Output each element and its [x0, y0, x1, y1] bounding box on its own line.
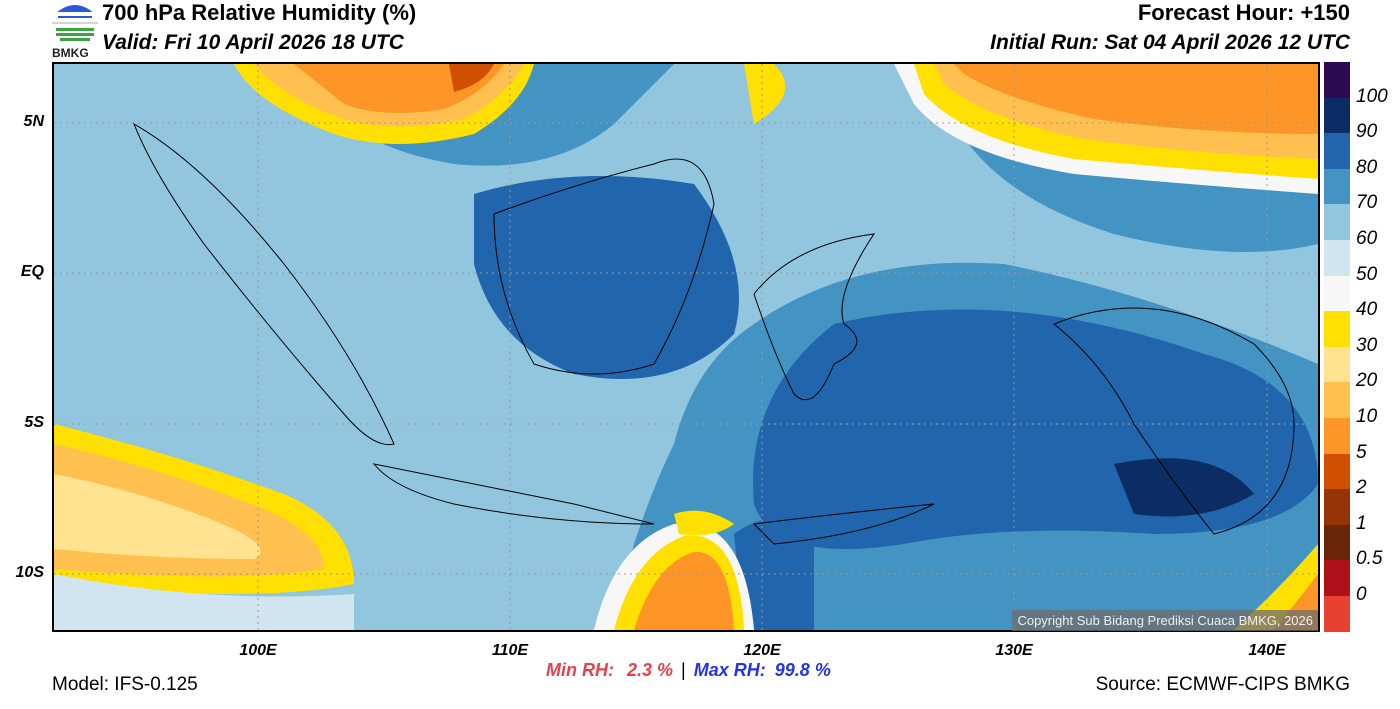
humidity-map — [52, 62, 1320, 632]
colorbar-segment — [1324, 97, 1350, 134]
lat-label-eq: EQ — [20, 263, 44, 280]
colorbar-segment — [1324, 239, 1350, 276]
min-max-rh: Min RH: 2.3 % | Max RH: 99.8 % — [546, 660, 831, 681]
logo-text: BMKG — [52, 46, 89, 60]
colorbar-segment — [1324, 275, 1350, 312]
colorbar-label: 1 — [1356, 512, 1367, 534]
min-rh-value: 2.3 % — [627, 660, 674, 680]
colorbar-segment — [1324, 524, 1350, 561]
lon-label-140e: 140E — [1248, 642, 1286, 659]
colorbar-segment — [1324, 595, 1350, 632]
bmkg-logo: BMKG — [50, 0, 100, 62]
initial-run: Initial Run: Sat 04 April 2026 12 UTC — [990, 31, 1350, 54]
separator: | — [681, 660, 686, 680]
colorbar-label: 10 — [1356, 406, 1378, 427]
colorbar-label: 50 — [1356, 263, 1378, 285]
data-source: Source: ECMWF-CIPS BMKG — [1095, 674, 1350, 695]
colorbar-label: 2 — [1356, 477, 1367, 499]
max-rh-value: 99.8 % — [774, 660, 831, 680]
lon-label-110e: 110E — [491, 642, 529, 659]
lat-label-5n: 5N — [23, 113, 44, 130]
colorbar-label: 0.5 — [1356, 548, 1383, 570]
colorbar-segment — [1324, 311, 1350, 347]
colorbar-segment — [1324, 560, 1350, 596]
colorbar-segment — [1324, 346, 1350, 383]
colorbar-segment — [1324, 453, 1350, 490]
colorbar-label: 40 — [1356, 299, 1378, 321]
map-canvas — [54, 64, 1318, 630]
copyright-notice: Copyright Sub Bidang Prediksi Cuaca BMKG… — [1012, 610, 1318, 631]
lon-label-130e: 130E — [995, 642, 1033, 659]
colorbar-segment — [1324, 204, 1350, 240]
colorbar-label: 60 — [1356, 228, 1378, 249]
lon-label-120e: 120E — [743, 642, 781, 659]
colorbar-label: 20 — [1356, 370, 1378, 392]
colorbar-segment — [1324, 62, 1350, 98]
coastlines — [133, 122, 1295, 545]
valid-time: Valid: Fri 10 April 2026 18 UTC — [102, 31, 404, 54]
colorbar-label: 90 — [1356, 121, 1378, 143]
lon-label-100e: 100E — [239, 642, 277, 659]
colorbar-label: 30 — [1356, 334, 1378, 356]
forecast-hour: Forecast Hour: +150 — [1137, 0, 1350, 25]
colorbar-label: 80 — [1356, 156, 1378, 178]
map-title: 700 hPa Relative Humidity (%) — [102, 0, 417, 25]
min-rh-label: Min RH: — [546, 660, 614, 680]
max-rh-label: Max RH: — [693, 660, 766, 680]
colorbar-label: 70 — [1356, 192, 1378, 214]
colorbar-label: 0 — [1356, 584, 1367, 605]
colorbar-segment — [1324, 382, 1350, 418]
colorbar — [1324, 62, 1350, 632]
lat-label-5s: 5S — [24, 414, 44, 431]
colorbar-segment — [1324, 489, 1350, 525]
colorbar-segment — [1324, 168, 1350, 205]
lat-label-10s: 10S — [15, 564, 44, 581]
colorbar-label: 5 — [1356, 441, 1367, 463]
colorbar-segment — [1324, 133, 1350, 169]
model-name: Model: IFS-0.125 — [52, 674, 198, 695]
colorbar-segment — [1324, 417, 1350, 454]
colorbar-label: 100 — [1356, 85, 1388, 107]
